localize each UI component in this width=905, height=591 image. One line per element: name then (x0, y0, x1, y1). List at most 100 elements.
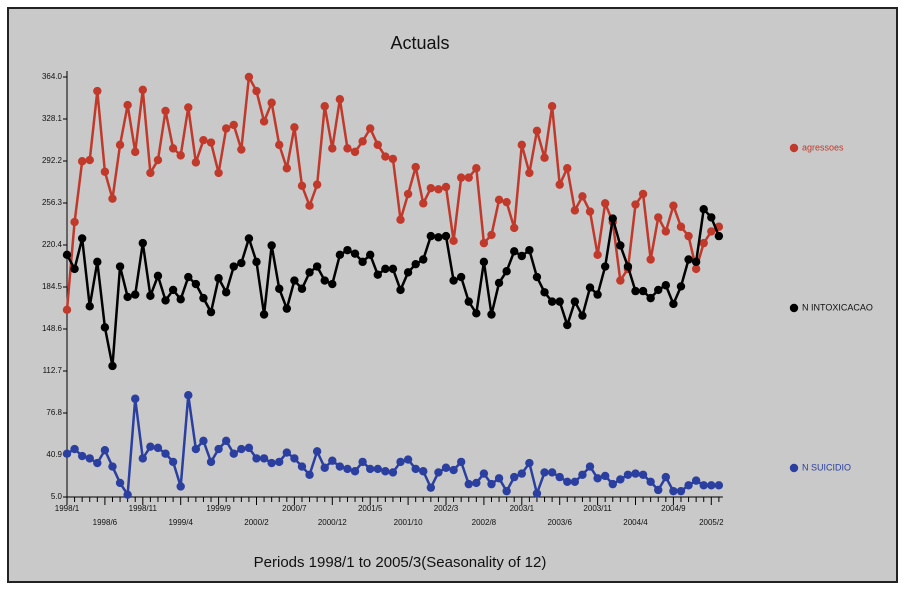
data-point (275, 284, 284, 293)
data-point (547, 102, 557, 111)
y-tick-label: 220.4 (42, 240, 63, 249)
data-point (585, 283, 595, 292)
data-point (244, 443, 254, 453)
data-point (608, 214, 617, 223)
data-point (563, 164, 572, 173)
data-point (358, 257, 367, 267)
y-tick-label: 148.6 (42, 324, 63, 333)
x-axis-label: Periods 1998/1 to 2005/3(Seasonality of … (254, 554, 547, 571)
data-point (623, 262, 633, 271)
data-point (691, 476, 701, 485)
data-point (691, 257, 701, 267)
data-point (343, 144, 352, 153)
data-point (456, 272, 466, 282)
data-point (290, 123, 299, 132)
data-point (449, 276, 458, 285)
data-point (70, 264, 79, 274)
data-point (191, 444, 201, 454)
data-point (282, 164, 292, 173)
data-point (335, 250, 345, 260)
data-point (62, 305, 72, 315)
data-point (532, 272, 542, 282)
data-point (366, 124, 375, 133)
data-point (396, 285, 405, 295)
data-point (510, 223, 519, 233)
data-point (77, 451, 87, 461)
y-tick-label: 5.0 (51, 492, 63, 501)
data-point (525, 245, 534, 255)
data-point (472, 164, 481, 173)
chart-frame (7, 7, 898, 583)
data-point (676, 222, 686, 231)
data-point (358, 457, 367, 467)
data-point (214, 168, 223, 178)
data-point (600, 199, 610, 208)
legend-label: N INTOXICACAO (802, 302, 873, 312)
data-point (714, 231, 724, 241)
data-point (350, 249, 360, 258)
data-point (502, 267, 511, 276)
data-point (585, 462, 595, 471)
data-point (131, 147, 140, 157)
data-point (396, 215, 405, 224)
data-point (161, 449, 170, 458)
data-point (464, 479, 473, 489)
x-tick-label: 1999/9 (206, 504, 231, 513)
data-point (146, 442, 155, 451)
data-point (578, 470, 587, 479)
data-point (434, 233, 443, 242)
data-point (578, 311, 587, 320)
data-point (252, 257, 261, 267)
data-point (669, 486, 678, 496)
data-point (419, 255, 428, 264)
data-point (616, 241, 625, 250)
data-point (532, 489, 542, 498)
y-tick-label: 328.1 (42, 114, 63, 123)
data-point (510, 247, 519, 256)
data-point (259, 310, 269, 319)
data-point (403, 455, 413, 464)
data-point (297, 462, 307, 471)
data-point (517, 140, 526, 150)
data-point (517, 469, 526, 478)
data-point (532, 126, 542, 136)
data-point (221, 124, 231, 133)
data-point (540, 468, 549, 477)
data-point (305, 470, 314, 479)
data-point (563, 320, 572, 330)
y-tick-label: 40.9 (46, 450, 62, 459)
data-point (411, 162, 420, 172)
data-point (646, 255, 655, 264)
data-point (494, 278, 504, 288)
data-point (214, 444, 223, 454)
data-point (229, 262, 238, 271)
data-point (525, 168, 534, 178)
data-point (328, 456, 337, 465)
data-point (623, 470, 633, 479)
data-point (153, 271, 163, 281)
data-point (77, 234, 87, 243)
legend-marker (789, 303, 799, 313)
data-point (191, 279, 201, 289)
data-point (411, 464, 420, 474)
x-tick-label: 2003/6 (547, 518, 572, 527)
data-point (108, 462, 117, 471)
legend-label: agressoes (802, 142, 844, 152)
x-tick-label: 1998/6 (93, 518, 118, 527)
data-point (585, 207, 595, 216)
data-point (547, 468, 557, 477)
data-point (252, 454, 261, 463)
data-point (472, 309, 481, 318)
data-point (517, 251, 526, 261)
data-point (608, 479, 617, 489)
data-point (312, 262, 322, 271)
data-point (366, 464, 375, 474)
legend-label: N SUICIDIO (802, 462, 851, 472)
data-point (373, 464, 382, 474)
data-point (176, 295, 185, 304)
data-point (661, 472, 671, 482)
data-point (100, 167, 110, 176)
data-point (456, 457, 466, 467)
data-point (479, 257, 489, 267)
x-tick-label: 2001/10 (394, 518, 423, 527)
